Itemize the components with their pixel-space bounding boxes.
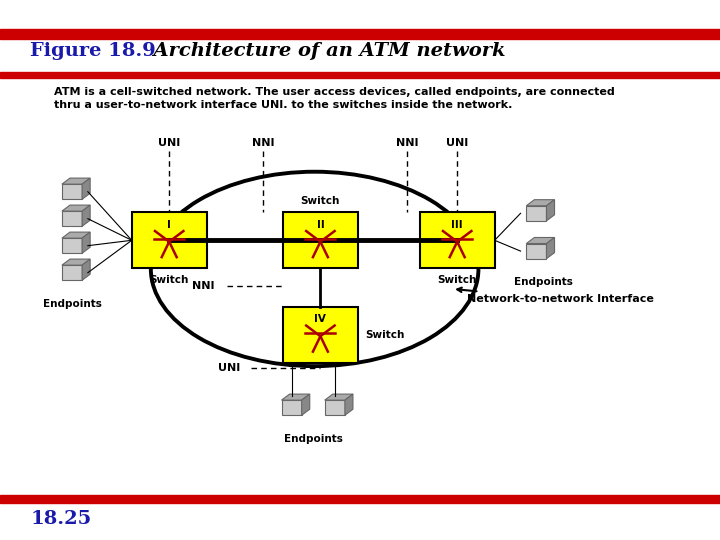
Polygon shape [302,394,310,415]
Text: Endpoints: Endpoints [284,434,343,444]
Polygon shape [82,178,90,199]
Text: II: II [317,220,324,230]
Polygon shape [62,232,90,238]
Polygon shape [82,232,90,253]
Text: 18.25: 18.25 [30,510,91,529]
Text: Figure 18.9: Figure 18.9 [30,42,156,60]
Text: UNI: UNI [158,138,180,149]
Text: IV: IV [315,314,326,325]
Polygon shape [62,259,90,265]
Polygon shape [345,394,353,415]
Bar [62,184,82,199]
Text: Network-to-network Interface: Network-to-network Interface [457,288,654,305]
Bar [0,72,720,78]
Bar [325,400,345,415]
Bar [0,495,720,503]
Bar [0,29,720,39]
Bar [132,212,207,268]
Bar [282,400,302,415]
Text: I: I [167,220,171,230]
Text: III: III [451,220,463,230]
Text: NNI: NNI [251,138,274,149]
Text: Endpoints: Endpoints [514,277,573,287]
Bar [526,244,546,259]
Text: Switch: Switch [150,275,189,285]
Text: ATM is a cell-switched network. The user access devices, called endpoints, are c: ATM is a cell-switched network. The user… [54,87,615,98]
Bar [283,307,358,363]
Polygon shape [546,238,554,259]
Polygon shape [62,205,90,211]
Text: NNI: NNI [395,138,418,149]
Text: thru a user-to-network interface UNI. to the switches inside the network.: thru a user-to-network interface UNI. to… [54,100,513,111]
Text: Switch: Switch [301,195,340,206]
Bar [420,212,495,268]
Polygon shape [82,205,90,226]
Bar [62,238,82,253]
Text: UNI: UNI [446,138,468,149]
Polygon shape [62,178,90,184]
Bar [283,212,358,268]
Text: Switch: Switch [365,330,405,340]
Bar [526,206,546,221]
Polygon shape [526,238,554,244]
Bar [62,265,82,280]
Text: Endpoints: Endpoints [42,299,102,309]
Text: UNI: UNI [217,363,240,373]
Polygon shape [325,394,353,400]
Text: NNI: NNI [192,281,215,291]
Polygon shape [546,200,554,221]
Text: Switch: Switch [438,275,477,285]
Text: Architecture of an ATM network: Architecture of an ATM network [140,42,506,60]
Polygon shape [282,394,310,400]
Polygon shape [526,200,554,206]
Bar [62,211,82,226]
Polygon shape [82,259,90,280]
